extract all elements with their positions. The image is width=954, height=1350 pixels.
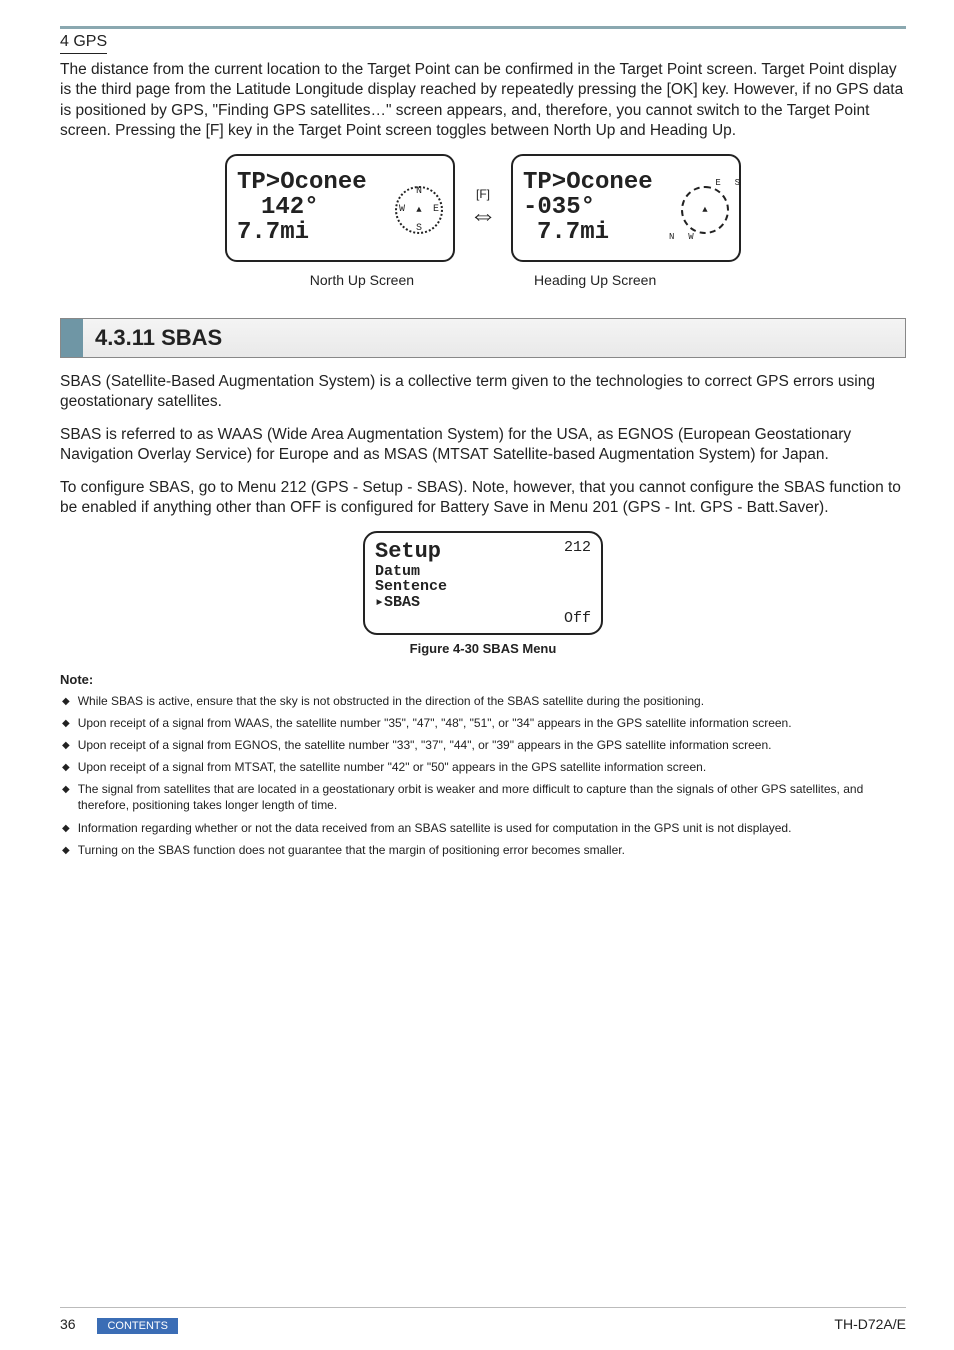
compass-n: N (416, 186, 422, 197)
compass-pointer-icon: ▲ (702, 205, 707, 215)
northup-line3: 7.7mi (237, 220, 367, 245)
headingup-caption: Heading Up Screen (534, 272, 656, 288)
list-item: Upon receipt of a signal from EGNOS, the… (62, 737, 906, 753)
list-item: Turning on the SBAS function does not gu… (62, 842, 906, 858)
heading-up-block: TP>Oconee -035° 7.7mi E S N W ▲ (511, 154, 741, 262)
sbas-paragraph-3: To configure SBAS, go to Menu 212 (GPS -… (60, 478, 906, 519)
menu-number: 212 (564, 539, 591, 556)
list-item: The signal from satellites that are loca… (62, 781, 906, 813)
double-arrow-icon: ⇔ (469, 201, 497, 229)
list-item: Information regarding whether or not the… (62, 820, 906, 836)
northup-line2: 142° (237, 195, 367, 220)
toggle-indicator: [F] ⇔ (469, 187, 497, 229)
menu-line-datum: Datum (375, 564, 591, 580)
menu-value: Off (564, 610, 591, 627)
page-number: 36 (60, 1316, 76, 1332)
compass-w: W (399, 204, 405, 215)
target-point-screens: TP>Oconee 142° 7.7mi N E S W ▲ [F] ⇔ (60, 154, 906, 262)
figure-caption: Figure 4-30 SBAS Menu (410, 641, 557, 656)
sbas-menu-screen: 212 Setup Datum Sentence ▸SBAS Off (363, 531, 603, 635)
north-up-screen: TP>Oconee 142° 7.7mi N E S W ▲ (225, 154, 455, 262)
page-footer: 36 CONTENTS TH-D72A/E (60, 1316, 906, 1332)
compass-e: E (433, 204, 439, 215)
chapter-tag: 4 GPS (60, 33, 107, 54)
heading-up-screen: TP>Oconee -035° 7.7mi E S N W ▲ (511, 154, 741, 262)
compass-icon: N E S W ▲ (395, 186, 443, 234)
sbas-paragraph-1: SBAS (Satellite-Based Augmentation Syste… (60, 372, 906, 413)
northup-caption: North Up Screen (310, 272, 414, 288)
list-item: While SBAS is active, ensure that the sk… (62, 693, 906, 709)
headingup-line1: TP>Oconee (523, 170, 653, 195)
header-rule (60, 26, 906, 29)
notes-heading: Note: (60, 672, 906, 687)
contents-link[interactable]: CONTENTS (97, 1318, 178, 1334)
list-item: Upon receipt of a signal from MTSAT, the… (62, 759, 906, 775)
headingup-line2: -035° (523, 195, 653, 220)
menu-title: Setup (375, 539, 591, 564)
footer-rule (60, 1307, 906, 1308)
intro-paragraph: The distance from the current location t… (60, 60, 906, 142)
list-item: Upon receipt of a signal from WAAS, the … (62, 715, 906, 731)
headingup-line3: 7.7mi (523, 220, 653, 245)
section-heading: 4.3.11 SBAS (60, 318, 906, 358)
compass-sw: N W (669, 232, 695, 242)
menu-line-sbas: ▸SBAS (375, 595, 591, 611)
compass-ne: E S (715, 178, 741, 188)
compass-s: S (416, 223, 422, 234)
model-label: TH-D72A/E (834, 1316, 906, 1332)
compass-icon: E S N W ▲ (681, 186, 729, 234)
north-up-block: TP>Oconee 142° 7.7mi N E S W ▲ (225, 154, 455, 262)
menu-line-sentence: Sentence (375, 579, 591, 595)
notes-list: While SBAS is active, ensure that the sk… (60, 693, 906, 859)
northup-line1: TP>Oconee (237, 170, 367, 195)
sbas-paragraph-2: SBAS is referred to as WAAS (Wide Area A… (60, 425, 906, 466)
compass-pointer-icon: ▲ (416, 205, 421, 215)
section-title: 4.3.11 SBAS (83, 319, 905, 357)
section-accent-bar (61, 319, 83, 357)
